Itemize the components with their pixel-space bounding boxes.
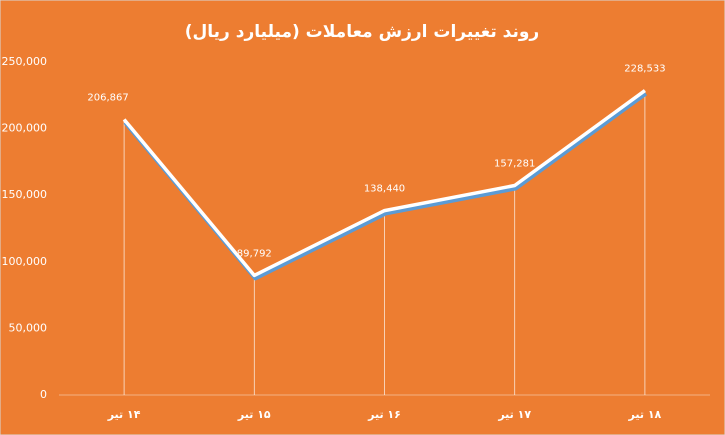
x-tick-label: ۱۶ تیر — [367, 408, 401, 421]
data-label: 89,792 — [237, 248, 272, 259]
y-tick-label: 50,000 — [9, 321, 48, 334]
x-tick-label: ۱۷ تیر — [497, 408, 531, 421]
x-tick-label: ۱۸ تیر — [628, 408, 662, 421]
line — [122, 89, 646, 278]
y-tick-label: 250,000 — [2, 55, 48, 68]
x-tick-label: ۱۴ تیر — [107, 408, 141, 421]
data-label: 138,440 — [364, 184, 405, 195]
chart-title: روند تغییرات ارزش معاملات (میلیارد ریال) — [185, 22, 539, 42]
y-tick-label: 100,000 — [2, 255, 48, 268]
y-tick-label: 0 — [40, 388, 47, 401]
y-tick-label: 150,000 — [2, 188, 48, 201]
y-tick-label: 200,000 — [2, 122, 48, 135]
data-label: 206,867 — [87, 92, 128, 103]
data-label: 228,533 — [624, 64, 665, 75]
data-label: 157,281 — [494, 159, 535, 170]
x-tick-label: ۱۵ تیر — [237, 408, 271, 421]
